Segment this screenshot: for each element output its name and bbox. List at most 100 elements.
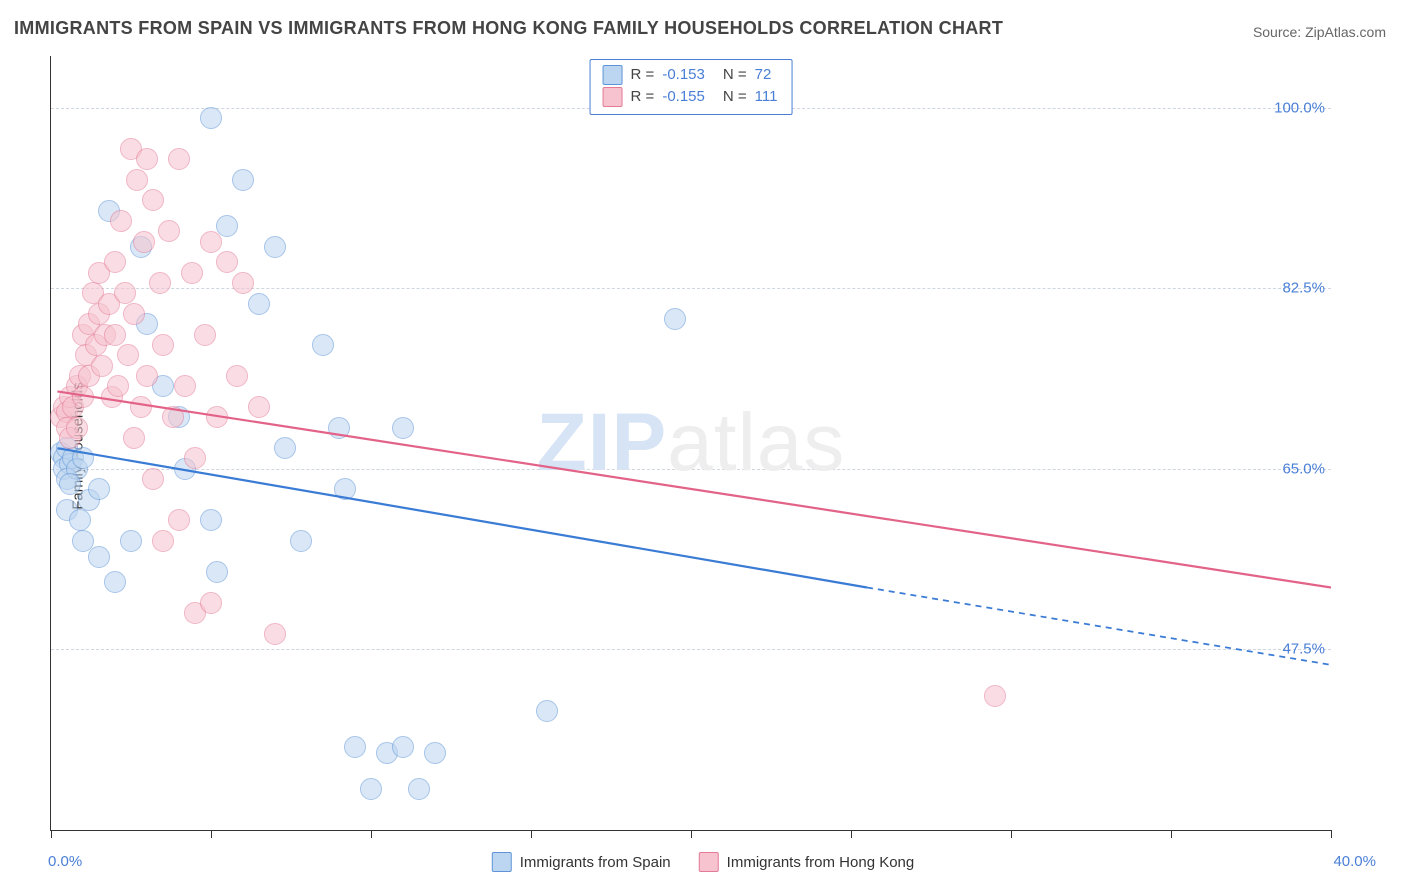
data-point-hongkong xyxy=(117,344,139,366)
swatch-spain xyxy=(603,65,623,85)
data-point-hongkong xyxy=(123,303,145,325)
swatch-hongkong xyxy=(603,87,623,107)
data-point-spain xyxy=(248,293,270,315)
data-point-hongkong xyxy=(110,210,132,232)
data-point-spain xyxy=(59,473,81,495)
data-point-hongkong xyxy=(123,427,145,449)
data-point-hongkong xyxy=(200,231,222,253)
data-point-hongkong xyxy=(200,592,222,614)
legend-item-spain: Immigrants from Spain xyxy=(492,852,671,872)
chart-title: IMMIGRANTS FROM SPAIN VS IMMIGRANTS FROM… xyxy=(14,18,1003,39)
legend-label-hongkong: Immigrants from Hong Kong xyxy=(727,854,915,871)
data-point-spain xyxy=(206,561,228,583)
legend-label-spain: Immigrants from Spain xyxy=(520,854,671,871)
y-tick-label: 100.0% xyxy=(1274,99,1325,116)
data-point-spain xyxy=(334,478,356,500)
source-attribution: Source: ZipAtlas.com xyxy=(1253,24,1386,40)
x-tick-label-min: 0.0% xyxy=(48,853,82,870)
data-point-hongkong xyxy=(174,375,196,397)
data-point-hongkong xyxy=(194,324,216,346)
data-point-hongkong xyxy=(181,262,203,284)
x-tick xyxy=(371,830,372,838)
data-point-hongkong xyxy=(91,355,113,377)
x-tick xyxy=(1331,830,1332,838)
r-value-hongkong: -0.155 xyxy=(662,86,705,108)
correlation-row-hongkong: R = -0.155 N = 111 xyxy=(603,86,778,108)
data-point-hongkong xyxy=(216,251,238,273)
data-point-spain xyxy=(200,509,222,531)
data-point-hongkong xyxy=(162,406,184,428)
watermark-atlas: atlas xyxy=(667,396,845,490)
watermark-zip: ZIP xyxy=(537,396,668,490)
data-point-hongkong xyxy=(168,509,190,531)
watermark: ZIPatlas xyxy=(537,396,846,490)
data-point-spain xyxy=(120,530,142,552)
data-point-spain xyxy=(344,736,366,758)
data-point-hongkong xyxy=(232,272,254,294)
data-point-spain xyxy=(88,478,110,500)
data-point-spain xyxy=(88,546,110,568)
data-point-hongkong xyxy=(248,396,270,418)
data-point-spain xyxy=(312,334,334,356)
y-tick-label: 82.5% xyxy=(1282,280,1325,297)
data-point-spain xyxy=(408,778,430,800)
x-tick xyxy=(691,830,692,838)
data-point-spain xyxy=(200,107,222,129)
data-point-spain xyxy=(69,509,91,531)
x-tick xyxy=(211,830,212,838)
data-point-spain xyxy=(392,736,414,758)
data-point-spain xyxy=(536,700,558,722)
y-tick-label: 65.0% xyxy=(1282,460,1325,477)
legend-swatch-spain xyxy=(492,852,512,872)
x-tick-label-max: 40.0% xyxy=(1333,853,1376,870)
x-tick xyxy=(531,830,532,838)
data-point-hongkong xyxy=(142,468,164,490)
data-point-hongkong xyxy=(104,324,126,346)
data-point-spain xyxy=(328,417,350,439)
data-point-spain xyxy=(104,571,126,593)
gridline xyxy=(51,649,1331,650)
data-point-hongkong xyxy=(136,365,158,387)
data-point-spain xyxy=(360,778,382,800)
data-point-spain xyxy=(664,308,686,330)
data-point-spain xyxy=(232,169,254,191)
data-point-spain xyxy=(392,417,414,439)
data-point-hongkong xyxy=(114,282,136,304)
data-point-hongkong xyxy=(158,220,180,242)
data-point-spain xyxy=(274,437,296,459)
data-point-hongkong xyxy=(142,189,164,211)
data-point-hongkong xyxy=(149,272,171,294)
data-point-hongkong xyxy=(152,530,174,552)
data-point-hongkong xyxy=(107,375,129,397)
r-value-spain: -0.153 xyxy=(662,64,705,86)
plot-area: ZIPatlas R = -0.153 N = 72 R = -0.155 N … xyxy=(50,56,1331,831)
data-point-hongkong xyxy=(206,406,228,428)
data-point-hongkong xyxy=(168,148,190,170)
n-value-spain: 72 xyxy=(755,64,772,86)
data-point-hongkong xyxy=(136,148,158,170)
x-tick xyxy=(1011,830,1012,838)
x-tick xyxy=(51,830,52,838)
data-point-hongkong xyxy=(72,386,94,408)
data-point-hongkong xyxy=(184,447,206,469)
gridline xyxy=(51,469,1331,470)
data-point-hongkong xyxy=(66,417,88,439)
data-point-hongkong xyxy=(130,396,152,418)
data-point-spain xyxy=(264,236,286,258)
correlation-legend: R = -0.153 N = 72 R = -0.155 N = 111 xyxy=(590,59,793,115)
series-legend: Immigrants from Spain Immigrants from Ho… xyxy=(492,852,914,872)
legend-swatch-hongkong xyxy=(699,852,719,872)
data-point-hongkong xyxy=(104,251,126,273)
x-tick xyxy=(1171,830,1172,838)
data-point-spain xyxy=(424,742,446,764)
data-point-hongkong xyxy=(226,365,248,387)
correlation-row-spain: R = -0.153 N = 72 xyxy=(603,64,778,86)
data-point-spain xyxy=(72,447,94,469)
y-tick-label: 47.5% xyxy=(1282,641,1325,658)
data-point-hongkong xyxy=(264,623,286,645)
data-point-hongkong xyxy=(152,334,174,356)
data-point-spain xyxy=(290,530,312,552)
x-tick xyxy=(851,830,852,838)
data-point-hongkong xyxy=(984,685,1006,707)
n-value-hongkong: 111 xyxy=(755,86,778,108)
